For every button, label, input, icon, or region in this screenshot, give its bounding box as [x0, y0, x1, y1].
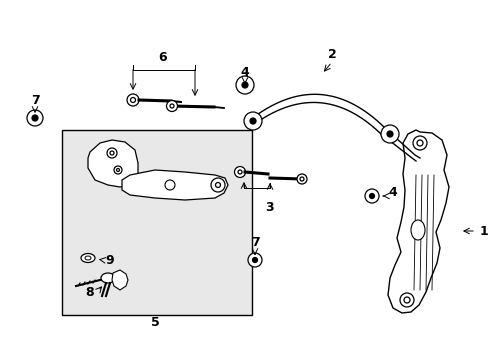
Text: 3: 3	[265, 201, 274, 213]
Circle shape	[242, 82, 247, 88]
Circle shape	[27, 110, 43, 126]
Circle shape	[116, 168, 119, 171]
Circle shape	[252, 257, 257, 262]
Circle shape	[164, 180, 175, 190]
Circle shape	[210, 178, 224, 192]
Circle shape	[412, 136, 426, 150]
Text: 9: 9	[105, 253, 114, 266]
Polygon shape	[88, 140, 138, 187]
Circle shape	[380, 125, 398, 143]
Ellipse shape	[101, 273, 115, 283]
Circle shape	[166, 100, 177, 112]
Text: 2: 2	[327, 48, 336, 60]
Circle shape	[296, 174, 306, 184]
Text: 7: 7	[250, 237, 259, 249]
Circle shape	[130, 98, 135, 103]
Circle shape	[249, 118, 256, 124]
Text: 4: 4	[388, 185, 397, 198]
Circle shape	[247, 253, 262, 267]
Circle shape	[127, 94, 139, 106]
Circle shape	[299, 177, 304, 181]
Polygon shape	[122, 170, 227, 200]
Bar	[62, 130, 251, 315]
Circle shape	[369, 194, 374, 198]
Text: 5: 5	[150, 316, 159, 329]
Circle shape	[114, 166, 122, 174]
Circle shape	[215, 183, 220, 188]
Polygon shape	[112, 270, 128, 290]
Text: 6: 6	[159, 50, 167, 63]
Circle shape	[170, 104, 174, 108]
Ellipse shape	[410, 220, 424, 240]
Circle shape	[236, 76, 253, 94]
Polygon shape	[387, 130, 448, 313]
Text: 8: 8	[85, 287, 94, 300]
Circle shape	[234, 166, 245, 177]
Ellipse shape	[85, 256, 91, 260]
Circle shape	[416, 140, 422, 146]
Circle shape	[403, 297, 409, 303]
Circle shape	[238, 170, 242, 174]
Circle shape	[386, 131, 392, 137]
Circle shape	[107, 148, 117, 158]
Text: 1: 1	[479, 225, 488, 238]
Ellipse shape	[81, 253, 95, 262]
Circle shape	[32, 115, 38, 121]
Circle shape	[244, 112, 262, 130]
Text: 7: 7	[31, 94, 40, 107]
Circle shape	[110, 151, 114, 155]
Circle shape	[364, 189, 378, 203]
Text: 4: 4	[240, 66, 249, 78]
Circle shape	[399, 293, 413, 307]
